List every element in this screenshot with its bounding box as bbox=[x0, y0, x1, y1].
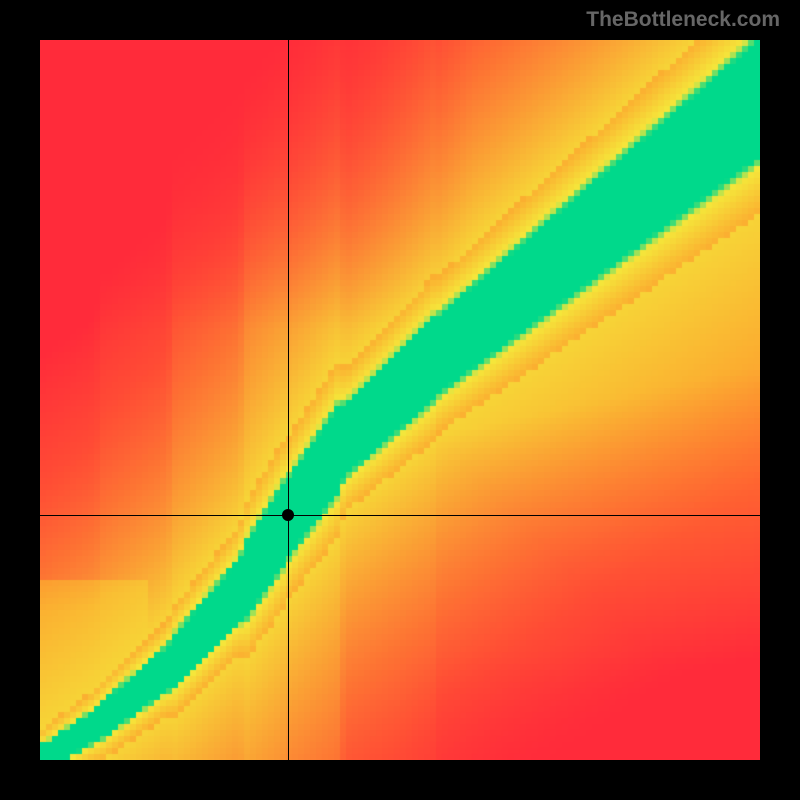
crosshair-marker bbox=[282, 509, 294, 521]
crosshair-vertical bbox=[288, 40, 289, 760]
crosshair-horizontal bbox=[40, 515, 760, 516]
heatmap-chart bbox=[40, 40, 760, 760]
watermark-text: TheBottleneck.com bbox=[586, 8, 780, 32]
heatmap-canvas bbox=[40, 40, 760, 760]
